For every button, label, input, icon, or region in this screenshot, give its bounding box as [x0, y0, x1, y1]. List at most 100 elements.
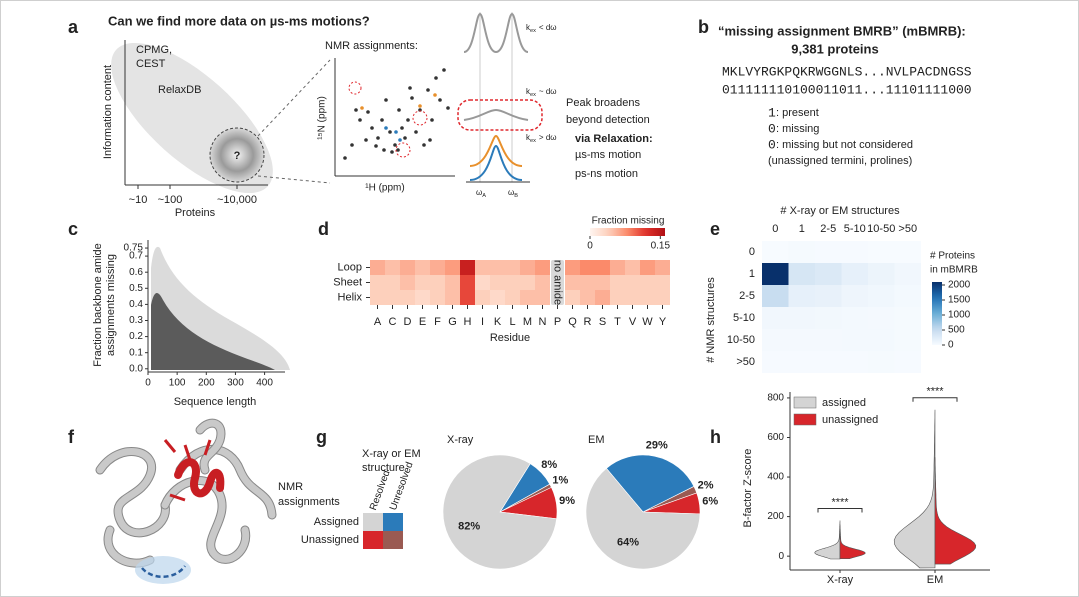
x-tick-label: ~10,000 — [217, 194, 257, 206]
heatmap-cell — [490, 290, 505, 305]
y-axis-title: # NMR structures — [705, 277, 717, 363]
heatmap-cell — [580, 260, 595, 275]
peak-dot — [394, 130, 398, 134]
row-label: 5-10 — [733, 312, 755, 324]
x-tick-label: ~100 — [158, 194, 183, 206]
matrix-cell — [383, 531, 403, 549]
heatmap-cell — [788, 285, 815, 307]
regime-label-symbol: k — [526, 87, 531, 96]
column-label: T — [614, 316, 621, 328]
heatmap-cell — [565, 260, 580, 275]
heatmap-cell — [640, 275, 655, 290]
residue: L — [738, 64, 746, 79]
heatmap-cell — [460, 275, 475, 290]
peak-dot — [438, 98, 442, 102]
column-label: 10-50 — [867, 223, 895, 235]
peak-dot — [418, 104, 422, 108]
colorbar-tick-label: 1500 — [948, 295, 971, 306]
inset-x-label: ¹H (ppm) — [365, 183, 404, 194]
heatmap-cell — [430, 260, 445, 275]
motion-label: µs-ms motion — [575, 149, 641, 161]
column-label: K — [494, 316, 502, 328]
residue: Y — [753, 64, 761, 79]
row-label: Sheet — [333, 276, 362, 288]
significance-bracket — [817, 508, 863, 513]
ligand-sticks — [163, 439, 212, 502]
heatmap-cell — [430, 290, 445, 305]
relaxation-title: via Relaxation: — [575, 133, 653, 145]
heatmap-cell — [475, 260, 490, 275]
regime-label-relation: ~ dω — [539, 87, 557, 96]
heatmap-cell — [535, 260, 550, 275]
legend-label: unassigned — [822, 414, 878, 426]
violin-half — [893, 409, 936, 569]
missing-peak — [348, 81, 362, 95]
no-amide-cell — [551, 260, 564, 305]
x-axis-label: Sequence length — [174, 396, 257, 408]
legend-label: assigned — [822, 397, 866, 409]
pie-label: 29% — [646, 439, 668, 451]
colorbar-tick-label: 500 — [948, 325, 965, 336]
matrix-title: X-ray or EM — [362, 448, 421, 460]
heatmap-cell — [762, 307, 789, 329]
matrix-cell — [383, 513, 403, 531]
residue: M — [722, 64, 730, 79]
matrix-title: structure — [362, 462, 405, 474]
assignment-code: 0 — [784, 82, 792, 97]
significance-label: **** — [926, 386, 944, 398]
heatmap-cell — [505, 275, 520, 290]
pie-slice — [605, 454, 695, 513]
violin-half — [839, 524, 866, 560]
heatmap-cell — [841, 263, 868, 285]
assignment-code: 0 — [948, 82, 956, 97]
heatmap-cell — [505, 290, 520, 305]
heatmap-cell — [520, 290, 535, 305]
panel-letter: f — [68, 427, 75, 447]
heatmap-cell — [788, 307, 815, 329]
heatmap-cell — [505, 260, 520, 275]
column-label: S — [599, 316, 606, 328]
y-axis-label: Information content — [102, 65, 114, 159]
x-tick-label: 100 — [169, 378, 186, 389]
peak-dot — [393, 143, 397, 147]
database-label: RelaxDB — [158, 84, 201, 96]
heatmap-cell — [894, 285, 921, 307]
y-tick-label: 200 — [767, 511, 784, 522]
column-label: P — [554, 316, 561, 328]
assignment-code: 1 — [769, 82, 777, 97]
inset-title: NMR assignments: — [325, 40, 418, 52]
pie-title: EM — [588, 434, 605, 446]
peak-dot — [370, 126, 374, 130]
heatmap-cell — [788, 263, 815, 285]
column-label: R — [584, 316, 592, 328]
column-label: 2-5 — [820, 223, 836, 235]
protein-backbone — [96, 448, 169, 537]
heatmap-cell — [415, 260, 430, 275]
matrix-title: assignments — [278, 496, 340, 508]
x-tick-label: 0 — [145, 378, 151, 389]
colorbar-tick-label: 0.15 — [651, 241, 671, 252]
significance-bracket — [912, 397, 958, 402]
panel-letter: b — [698, 17, 709, 37]
assignment-code: 0 — [839, 82, 847, 97]
pie-label: 6% — [702, 495, 718, 507]
assignment-code: 1 — [823, 82, 831, 97]
violin-half — [934, 457, 977, 565]
heatmap-cell — [565, 290, 580, 305]
peak-dot — [406, 118, 410, 122]
row-label: 1 — [749, 268, 755, 280]
heatmap-cell — [385, 290, 400, 305]
heatmap-cell — [415, 275, 430, 290]
y-tick-label: 0 — [778, 551, 784, 562]
assignment-code: 1 — [925, 82, 933, 97]
row-label: 0 — [749, 246, 755, 258]
pie-title: X-ray — [447, 434, 474, 446]
pie-label: 1% — [552, 475, 568, 487]
heatmap-cell — [894, 307, 921, 329]
protein-count: 9,381 proteins — [791, 41, 878, 56]
heatmap-cell — [370, 275, 385, 290]
heatmap-cell — [415, 290, 430, 305]
heatmap-cell — [595, 290, 610, 305]
heatmap-cell — [762, 329, 789, 351]
heatmap-cell — [385, 275, 400, 290]
